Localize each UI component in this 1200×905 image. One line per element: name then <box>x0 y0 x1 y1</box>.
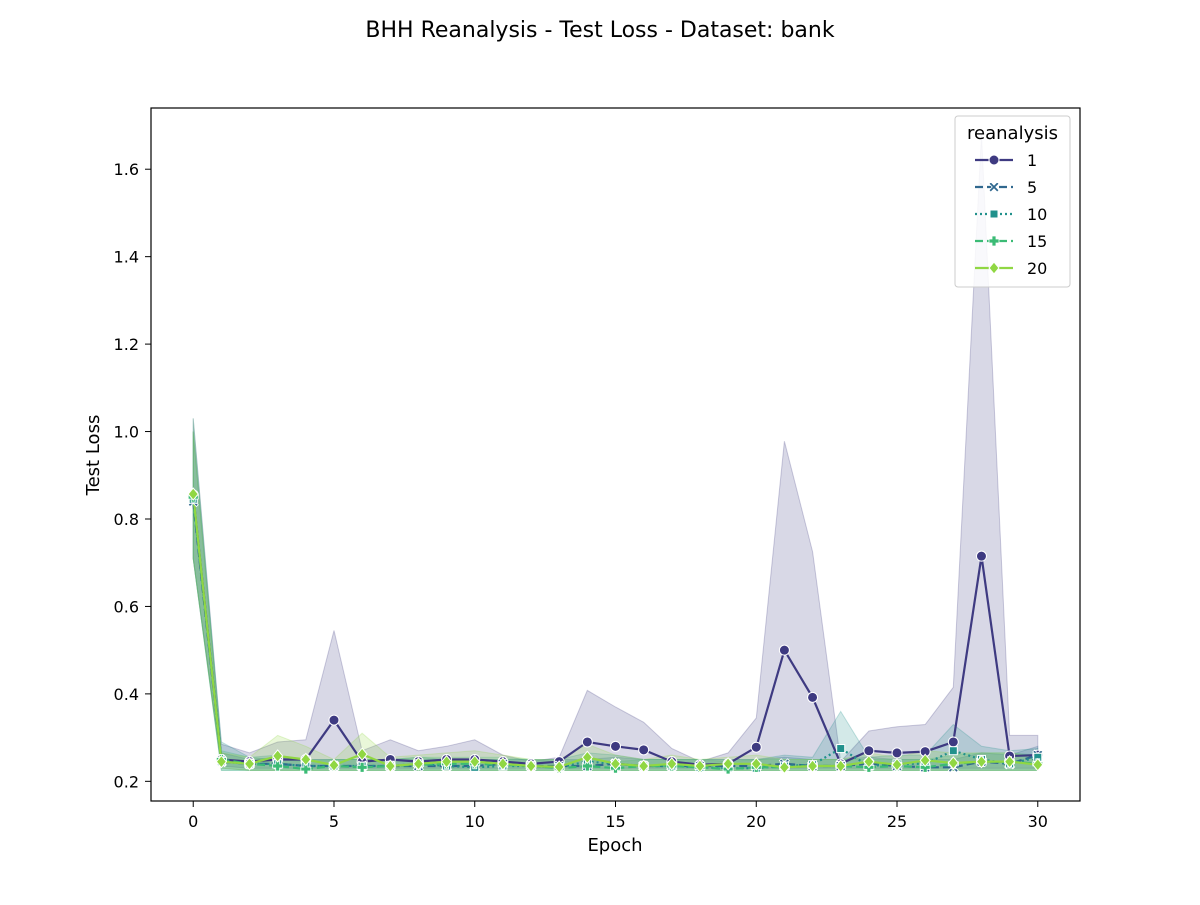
series-15-point <box>356 761 368 773</box>
series-20-point <box>1003 754 1016 769</box>
legend-entry-5: 5 <box>1027 178 1037 197</box>
series-20-point <box>778 760 791 775</box>
legend-swatch-marker <box>988 235 1000 247</box>
series-20-point <box>919 753 931 768</box>
x-tick-label: 15 <box>605 812 625 831</box>
series-1-point <box>778 644 790 656</box>
series-20-point <box>243 757 256 771</box>
series-20-point <box>384 759 396 773</box>
series-20-point <box>750 757 762 771</box>
y-tick-label: 0.2 <box>114 772 139 791</box>
series-20-point <box>187 487 199 501</box>
legend-swatch-marker <box>988 181 1000 193</box>
series-20-point <box>581 750 593 765</box>
legend-entry-15: 15 <box>1027 232 1047 251</box>
y-tick-label: 1.0 <box>114 423 139 442</box>
series-20-point <box>440 754 453 769</box>
y-tick-label: 0.4 <box>114 685 139 704</box>
y-tick-label: 0.6 <box>114 597 139 616</box>
legend-entry-1: 1 <box>1027 151 1037 170</box>
x-axis-label: Epoch <box>587 835 642 856</box>
y-tick-label: 1.4 <box>114 248 139 267</box>
series-1-point <box>947 736 959 748</box>
series-20-point <box>328 758 340 772</box>
x-tick-label: 20 <box>746 812 766 831</box>
y-tick-label: 1.2 <box>114 335 139 354</box>
series-20-point <box>1032 757 1044 772</box>
legend-swatch-marker <box>989 209 999 219</box>
series-20-point <box>863 754 875 769</box>
series-20-point <box>694 759 706 773</box>
series-1-point <box>328 714 340 726</box>
series-15-point <box>919 761 931 773</box>
series-20-point <box>272 749 284 763</box>
y-axis-label: Test Loss <box>83 415 104 497</box>
x-tick-label: 0 <box>188 812 198 831</box>
series-1-point <box>863 745 875 757</box>
series-20-point <box>609 757 622 771</box>
chart-title: BHH Reanalysis - Test Loss - Dataset: ba… <box>365 18 834 43</box>
series-20-point <box>300 752 312 767</box>
series-20-point <box>891 757 903 772</box>
series-1-point <box>638 744 650 756</box>
series-15-point <box>272 760 284 772</box>
series-20-point <box>975 754 988 769</box>
series-10-point <box>836 744 846 754</box>
series-20-point <box>497 757 509 771</box>
series-1-point <box>750 741 762 753</box>
series-markers <box>187 487 1044 775</box>
x-tick-label: 25 <box>887 812 907 831</box>
legend-box <box>954 115 1071 288</box>
series-20-point <box>806 759 819 773</box>
series-1-point <box>975 550 987 562</box>
series-20-point <box>722 757 734 771</box>
series-20-point <box>469 754 481 769</box>
y-tick-label: 0.8 <box>114 510 139 529</box>
series-1-point <box>581 736 593 748</box>
series-20-point <box>215 754 228 769</box>
y-axis-ticks: 0.2 0.4 0.6 0.8 1.0 1.2 1.4 1.6 <box>114 160 151 791</box>
x-tick-label: 30 <box>1028 812 1048 831</box>
series-20-point <box>947 756 959 770</box>
series-20-point <box>356 747 368 761</box>
legend-title: reanalysis <box>967 123 1058 144</box>
series-20-point <box>525 759 537 773</box>
x-axis-ticks: 0 5 10 15 20 25 30 <box>188 801 1048 831</box>
y-tick-label: 1.6 <box>114 160 139 179</box>
series-10-point <box>948 746 958 756</box>
legend-entry-20: 20 <box>1027 259 1047 278</box>
legend-swatch-marker <box>988 154 1000 166</box>
series-15-point <box>581 760 593 772</box>
series-1-point <box>807 691 819 703</box>
legend-entry-10: 10 <box>1027 205 1047 224</box>
series-20-point <box>553 760 565 774</box>
x-tick-label: 10 <box>465 812 485 831</box>
legend-swatch-marker <box>988 261 1000 275</box>
series-20-point <box>412 757 425 771</box>
series-20-point <box>638 759 650 773</box>
series-15-point <box>300 763 312 775</box>
series-1-point <box>891 747 903 759</box>
series-20-point <box>666 757 678 771</box>
x-tick-label: 5 <box>329 812 339 831</box>
series-20-point <box>835 759 847 773</box>
series-1-point <box>610 740 621 752</box>
